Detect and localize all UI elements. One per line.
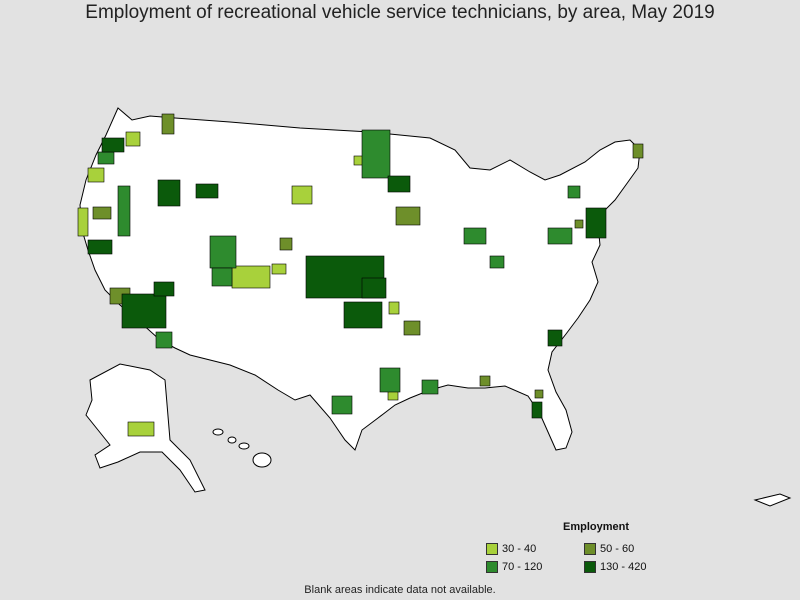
legend-title: Employment bbox=[562, 521, 629, 533]
legend-label: 70 - 120 bbox=[502, 561, 543, 573]
areas-130-420 bbox=[87, 137, 607, 419]
areas-70-120 bbox=[97, 129, 581, 415]
legend-swatch bbox=[486, 543, 498, 555]
legend-item: 70 - 120 bbox=[486, 561, 542, 573]
legend: Employment 30 - 40 50 - 60 70 - 120 130 … bbox=[486, 521, 686, 573]
areas-50-60 bbox=[92, 113, 644, 399]
legend-item: 50 - 60 bbox=[584, 543, 634, 555]
legend-swatch bbox=[486, 561, 498, 573]
footnote: Blank areas indicate data not available. bbox=[304, 584, 496, 596]
hawaii-islands bbox=[212, 428, 272, 468]
legend-item: 30 - 40 bbox=[486, 543, 536, 555]
legend-label: 30 - 40 bbox=[502, 543, 537, 555]
legend-swatch bbox=[584, 543, 596, 555]
map-title: Employment of recreational vehicle servi… bbox=[85, 2, 715, 23]
legend-label: 130 - 420 bbox=[600, 561, 647, 573]
legend-swatch bbox=[584, 561, 596, 573]
puerto-rico-shape bbox=[753, 493, 792, 507]
areas-30-40 bbox=[77, 131, 400, 437]
legend-label: 50 - 60 bbox=[600, 543, 635, 555]
legend-item: 130 - 420 bbox=[584, 561, 646, 573]
